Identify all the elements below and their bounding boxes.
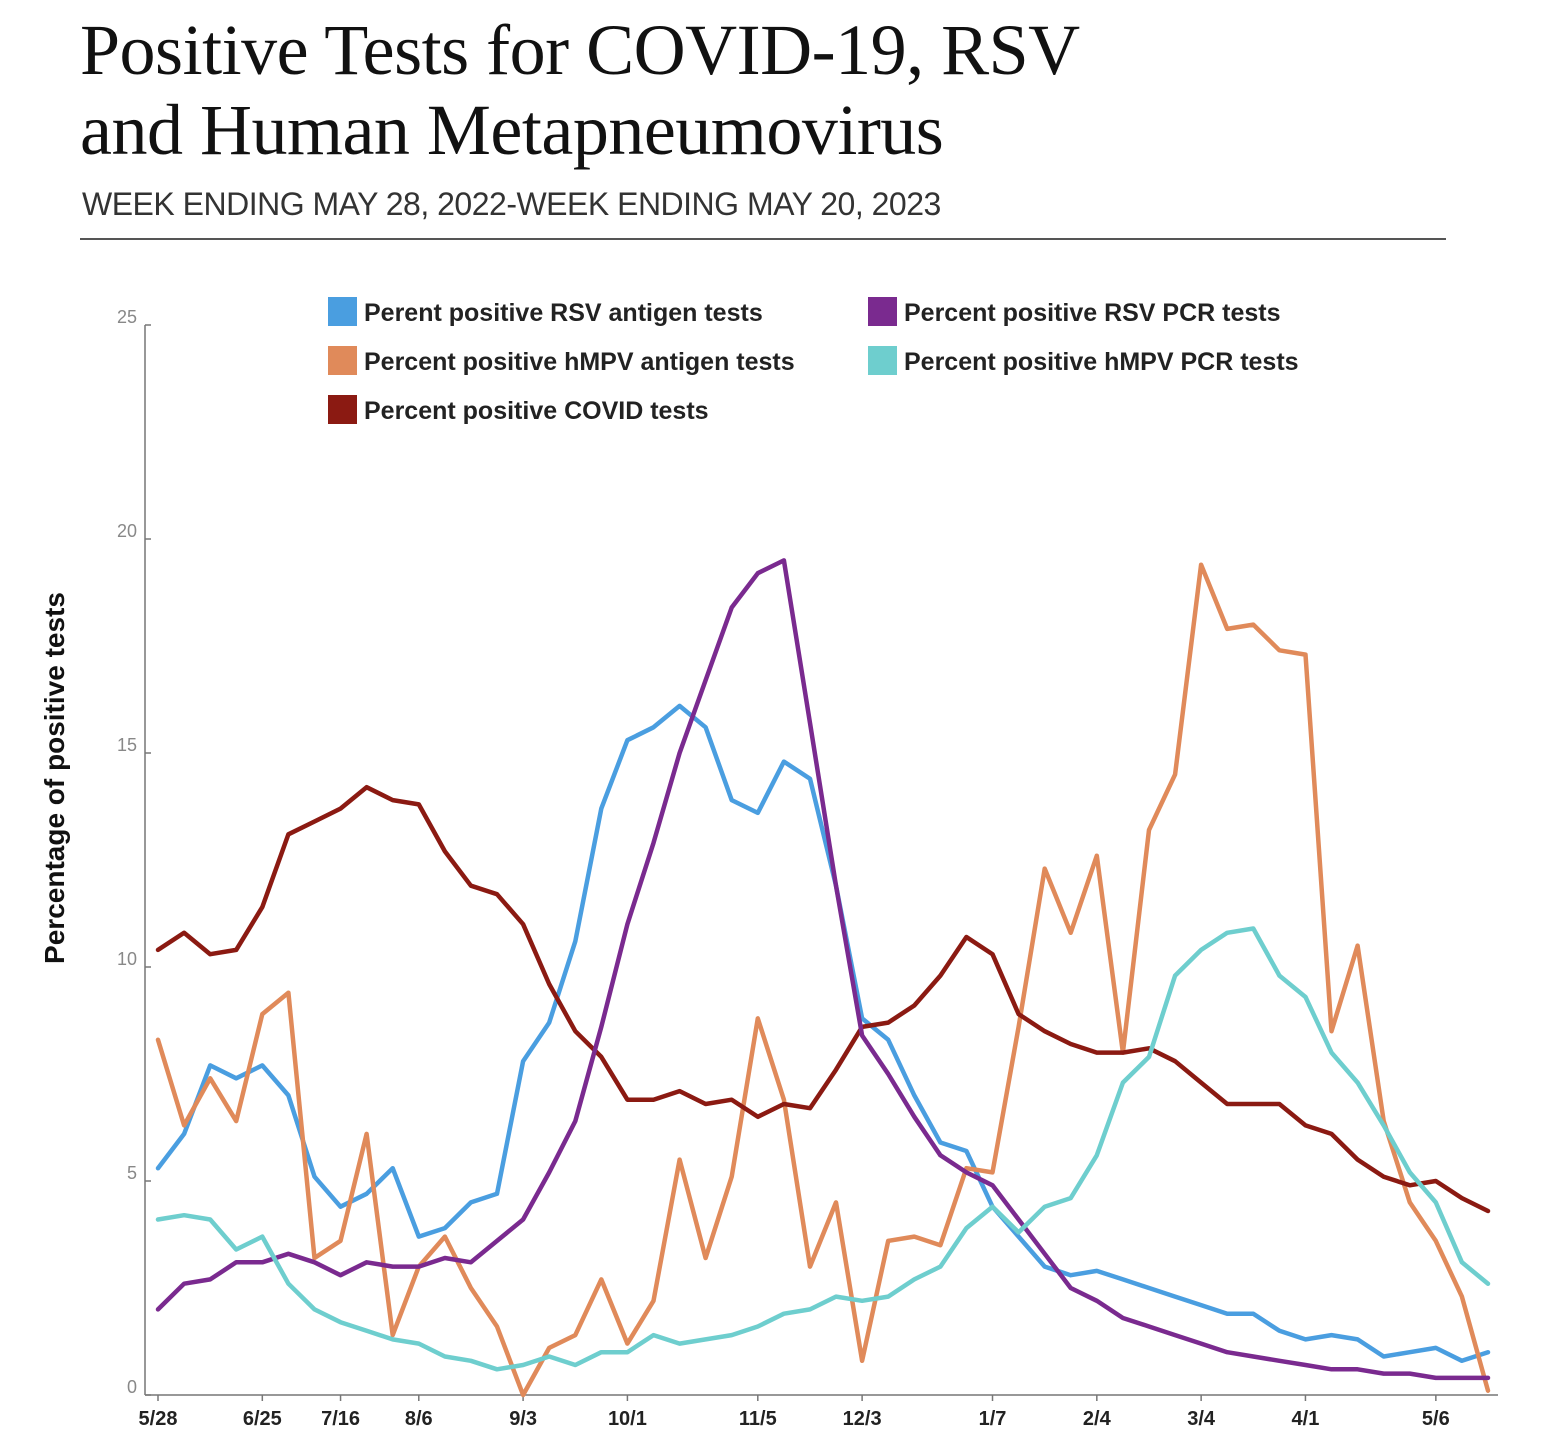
- legend-swatch: [868, 297, 897, 326]
- x-tick-label: 6/25: [243, 1408, 282, 1430]
- x-tick-label: 5/6: [1422, 1408, 1450, 1430]
- chart-title-line2: and Human Metapneumovirus: [80, 90, 944, 170]
- legend-label: Percent positive hMPV PCR tests: [904, 348, 1299, 376]
- y-tick-label: 0: [127, 1377, 137, 1397]
- x-tick-label: 11/5: [739, 1408, 777, 1430]
- chart-subtitle: WEEK ENDING MAY 28, 2022-WEEK ENDING MAY…: [82, 186, 941, 222]
- legend-label: Perent positive RSV antigen tests: [364, 299, 763, 327]
- legend-swatch: [328, 297, 357, 326]
- x-tick-label: 1/7: [979, 1408, 1007, 1430]
- x-tick-label: 10/1: [608, 1408, 647, 1430]
- x-tick-label: 7/16: [321, 1408, 360, 1430]
- x-tick-label: 3/4: [1187, 1408, 1216, 1430]
- y-tick-label: 15: [117, 735, 137, 755]
- x-tick-label: 2/4: [1083, 1408, 1112, 1430]
- chart-title: Positive Tests for COVID-19, RSV and Hum…: [80, 10, 1380, 170]
- y-tick-label: 10: [117, 949, 137, 969]
- legend-label: Percent positive RSV PCR tests: [904, 299, 1281, 327]
- y-tick-label: 25: [117, 307, 137, 327]
- y-axis-label: Percentage of positive tests: [39, 592, 70, 964]
- legend-swatch: [328, 346, 357, 375]
- y-tick-label: 5: [127, 1163, 137, 1183]
- y-tick-label: 20: [117, 521, 137, 541]
- x-tick-label: 9/3: [509, 1408, 537, 1430]
- series-line-2: [155, 784, 1491, 1214]
- title-divider: [80, 238, 1446, 240]
- x-tick-label: 12/3: [843, 1408, 882, 1430]
- series-line-0: [155, 703, 1491, 1364]
- x-tick-label: 8/6: [405, 1408, 433, 1430]
- legend-swatch: [328, 395, 357, 424]
- x-tick-label: 5/28: [139, 1408, 178, 1430]
- chart-series: [155, 558, 1491, 1398]
- x-tick-label: 4/1: [1292, 1408, 1320, 1430]
- legend-swatch: [868, 346, 897, 375]
- series-line-4: [155, 926, 1491, 1372]
- series-line-1: [155, 562, 1491, 1398]
- chart-legend: Perent positive RSV antigen tests Percent…: [328, 297, 1299, 425]
- series-line-3: [155, 558, 1491, 1381]
- legend-label: Percent positive COVID tests: [364, 397, 709, 425]
- chart-axes: 0 5 10 15 20 25 5/28 6/25 7/16 8/6 9/3 10/1 11/5 12/3…: [117, 307, 1498, 1430]
- legend-label: Percent positive hMPV antigen tests: [364, 348, 795, 376]
- chart-title-line1: Positive Tests for COVID-19, RSV: [80, 10, 1080, 90]
